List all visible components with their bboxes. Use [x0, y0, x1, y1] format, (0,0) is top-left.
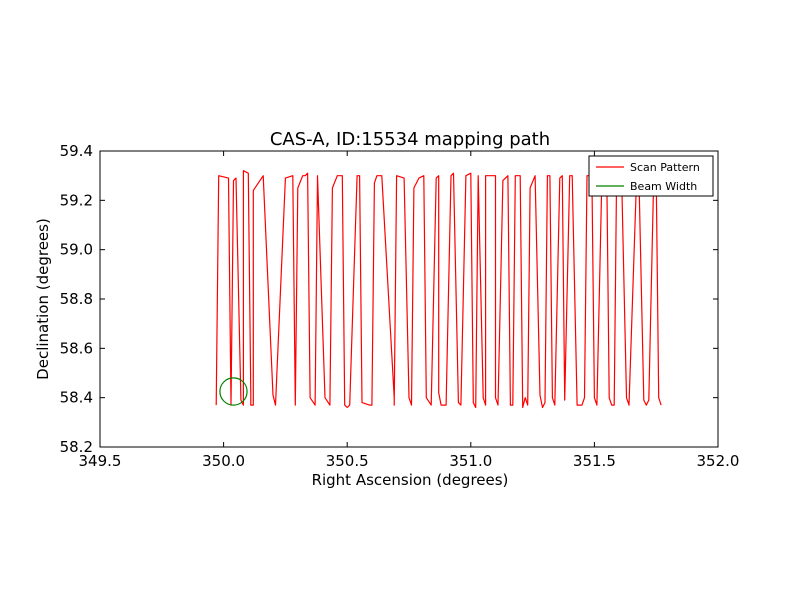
x-axis-label: Right Ascension (degrees) — [312, 471, 509, 489]
beam-width-circle — [219, 377, 248, 406]
x-tick-label: 352.0 — [697, 452, 740, 470]
y-tick-label: 58.2 — [60, 438, 93, 456]
chart-title: CAS-A, ID:15534 mapping path — [270, 129, 550, 150]
x-tick-label: 350.5 — [326, 452, 369, 470]
x-tick-label: 349.5 — [79, 452, 122, 470]
y-axis: 58.2 58.4 58.6 58.8 59.0 59.2 59.4 — [60, 142, 718, 456]
y-tick-label: 58.6 — [60, 339, 93, 357]
y-tick-label: 58.4 — [60, 389, 93, 407]
legend-label-scan-pattern: Scan Pattern — [630, 161, 700, 174]
x-tick-label: 351.5 — [573, 452, 616, 470]
x-tick-label: 351.0 — [449, 452, 492, 470]
legend-label-beam-width: Beam Width — [630, 180, 697, 193]
y-tick-label: 59.4 — [60, 142, 93, 160]
legend-box — [588, 155, 714, 197]
x-axis: 349.5 350.0 350.5 351.0 351.5 352.0 — [79, 151, 740, 470]
legend: Scan Pattern Beam Width — [588, 155, 714, 197]
y-tick-label: 59.0 — [60, 241, 93, 259]
y-tick-label: 58.8 — [60, 290, 93, 308]
x-tick-label: 350.0 — [202, 452, 245, 470]
y-tick-label: 59.2 — [60, 191, 93, 209]
y-axis-label: Declination (degrees) — [34, 218, 52, 380]
